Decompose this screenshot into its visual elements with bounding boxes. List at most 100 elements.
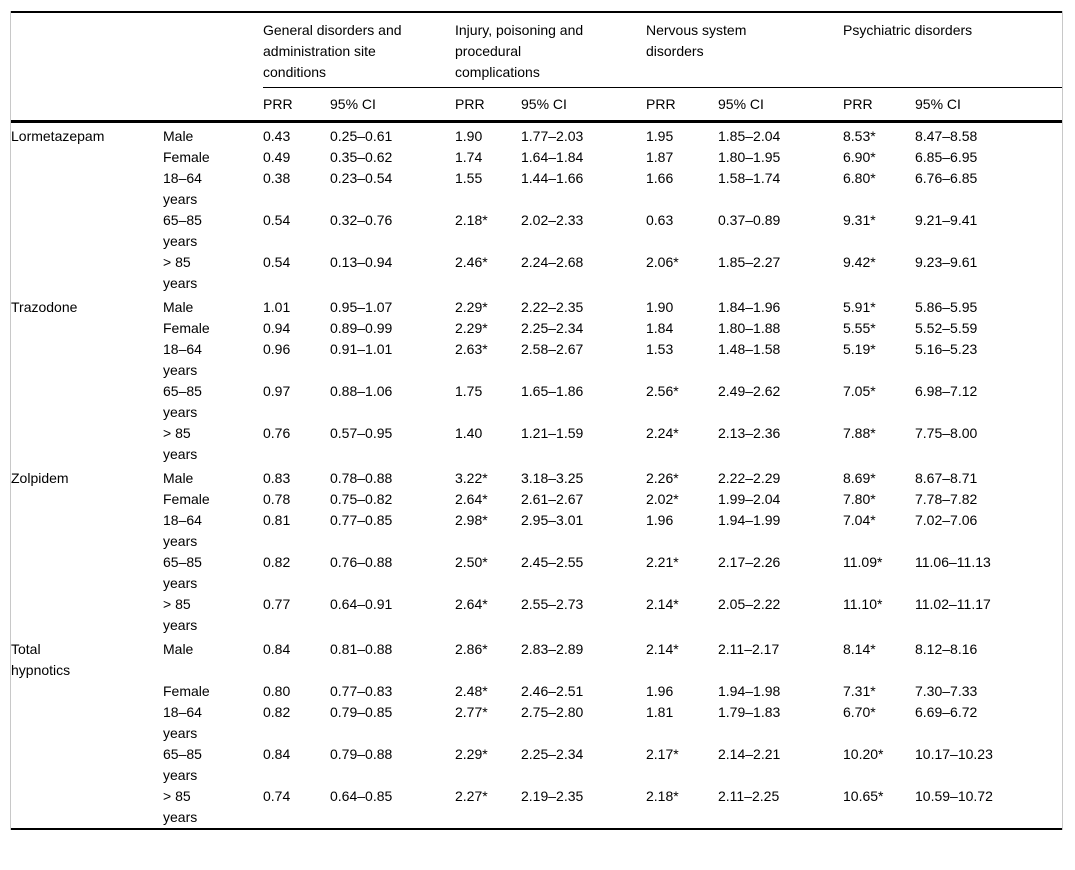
table-row: Female 0.80 0.77–0.83 2.48* 2.46–2.51 1.96 1.9… [11, 681, 1062, 702]
subgroup-cell: 18–64 years [163, 510, 263, 552]
ci-value-cell: 2.58–2.67 [521, 341, 584, 357]
ci-value-cell: 2.55–2.73 [521, 596, 584, 612]
drug-name: Total hypnotics [11, 641, 71, 678]
ci-value-cell: 7.30–7.33 [915, 683, 978, 699]
prr-value-cell: 2.14* [646, 596, 679, 612]
column-group-label: Nervous system disorders [646, 22, 747, 59]
subgroup-cell: Male [163, 636, 263, 681]
ci-value-cell: 7.78–7.82 [915, 491, 978, 507]
ci-value-cell: 2.95–3.01 [521, 512, 584, 528]
subgroup-label: Male [163, 299, 194, 315]
prr-value-cell: 1.75 [455, 383, 483, 399]
prr-value-cell: 5.19* [843, 341, 876, 357]
drug-name-cell [11, 510, 163, 552]
prr-value-cell: 1.74 [455, 149, 483, 165]
ci-value-cell: 5.16–5.23 [915, 341, 978, 357]
header-spacer [163, 87, 263, 123]
drug-name-cell: Lormetazepam [11, 122, 163, 148]
prr-value-cell: 2.64* [455, 491, 488, 507]
ci-value-cell: 1.94–1.99 [718, 512, 781, 528]
drug-name-cell [11, 552, 163, 594]
subgroup-label: Male [163, 128, 194, 144]
column-header-prr: PRR [263, 87, 330, 123]
prr-value-cell: 1.01 [263, 299, 291, 315]
drug-name: Zolpidem [11, 470, 69, 486]
prr-value-cell: 2.26* [646, 470, 679, 486]
drug-name-cell: Trazodone [11, 294, 163, 318]
prr-value-cell: 0.83 [263, 470, 291, 486]
ci-value-cell: 7.02–7.06 [915, 512, 978, 528]
prr-value-cell: 2.48* [455, 683, 488, 699]
ci-value-cell: 6.69–6.72 [915, 704, 978, 720]
subgroup-label: Female [163, 320, 210, 336]
subgroup-cell: Female [163, 489, 263, 510]
ci-value-cell: 1.58–1.74 [718, 170, 781, 186]
table-row: Female 0.78 0.75–0.82 2.64* 2.61–2.67 2.02* 1.… [11, 489, 1062, 510]
prr-value-cell: 1.53 [646, 341, 674, 357]
subgroup-label: Female [163, 683, 210, 699]
prr-value-cell: 2.63* [455, 341, 488, 357]
ci-value-cell: 2.83–2.89 [521, 641, 584, 657]
drug-name-cell [11, 381, 163, 423]
sub-header-row: PRR 95% CI PRR 95% CI PRR 95% CI PRR 95%… [11, 87, 1062, 123]
ci-value-cell: 0.13–0.94 [330, 254, 393, 270]
drug-name-cell [11, 489, 163, 510]
table-row: Zolpidem Male 0.83 0.78–0.88 3.22* 3.18–3.25 2… [11, 465, 1062, 489]
prr-value-cell: 1.96 [646, 683, 674, 699]
prr-value-cell: 0.74 [263, 788, 291, 804]
column-group-label: Injury, poisoning and procedural complic… [455, 22, 584, 80]
drug-name-cell: Total hypnotics [11, 636, 163, 681]
ci-value-cell: 2.25–2.34 [521, 320, 584, 336]
prr-value-cell: 2.06* [646, 254, 679, 270]
prr-value-cell: 2.18* [455, 212, 488, 228]
ci-value-cell: 0.79–0.85 [330, 704, 393, 720]
ci-value-cell: 1.94–1.98 [718, 683, 781, 699]
table-header: General disorders and administration sit… [11, 12, 1062, 123]
subgroup-label: 65–85 years [163, 383, 202, 420]
column-header-ci: 95% CI [521, 87, 646, 123]
prr-value-cell: 6.80* [843, 170, 876, 186]
drug-name-cell [11, 744, 163, 786]
ci-value-cell: 1.44–1.66 [521, 170, 584, 186]
prr-value-cell: 9.42* [843, 254, 876, 270]
prr-value-cell: 3.22* [455, 470, 488, 486]
table-row: Female 0.49 0.35–0.62 1.74 1.64–1.84 1.87 1.80… [11, 147, 1062, 168]
ci-value-cell: 6.98–7.12 [915, 383, 978, 399]
prr-value-cell: 5.55* [843, 320, 876, 336]
ci-value-cell: 2.45–2.55 [521, 554, 584, 570]
prr-value-cell: 0.78 [263, 491, 291, 507]
drug-name-cell [11, 681, 163, 702]
table-row: 65–85 years 0.97 0.88–1.06 1.75 1.65–1.86 2.5… [11, 381, 1062, 423]
drug-name-cell [11, 423, 163, 465]
ci-value-cell: 3.18–3.25 [521, 470, 584, 486]
prr-value-cell: 5.91* [843, 299, 876, 315]
subgroup-cell: 18–64 years [163, 339, 263, 381]
ci-value-cell: 2.05–2.22 [718, 596, 781, 612]
prr-value-cell: 0.49 [263, 149, 291, 165]
ci-value-cell: 5.52–5.59 [915, 320, 978, 336]
prr-value-cell: 11.09* [843, 554, 883, 570]
ci-value-cell: 0.64–0.85 [330, 788, 393, 804]
ci-value-cell: 2.19–2.35 [521, 788, 584, 804]
ci-value-cell: 0.25–0.61 [330, 128, 393, 144]
prr-value-cell: 2.50* [455, 554, 488, 570]
prr-value-cell: 2.02* [646, 491, 679, 507]
column-header-ci: 95% CI [718, 87, 843, 123]
group-header-row: General disorders and administration sit… [11, 12, 1062, 88]
prr-value-cell: 7.80* [843, 491, 876, 507]
table-row: > 85 years 0.74 0.64–0.85 2.27* 2.19–2.35 2.1… [11, 786, 1062, 829]
subgroup-cell: 65–85 years [163, 744, 263, 786]
ci-value-cell: 6.76–6.85 [915, 170, 978, 186]
prr-value-cell: 1.66 [646, 170, 674, 186]
ci-value-cell: 2.14–2.21 [718, 746, 781, 762]
subgroup-label: Female [163, 491, 210, 507]
column-header-ci: 95% CI [915, 87, 1062, 123]
prr-value-cell: 1.55 [455, 170, 483, 186]
prr-value-cell: 0.84 [263, 746, 291, 762]
column-header-ci: 95% CI [330, 87, 455, 123]
ci-value-cell: 6.85–6.95 [915, 149, 978, 165]
prr-value-cell: 2.29* [455, 299, 488, 315]
ci-value-cell: 0.78–0.88 [330, 470, 393, 486]
subgroup-cell: > 85 years [163, 786, 263, 829]
